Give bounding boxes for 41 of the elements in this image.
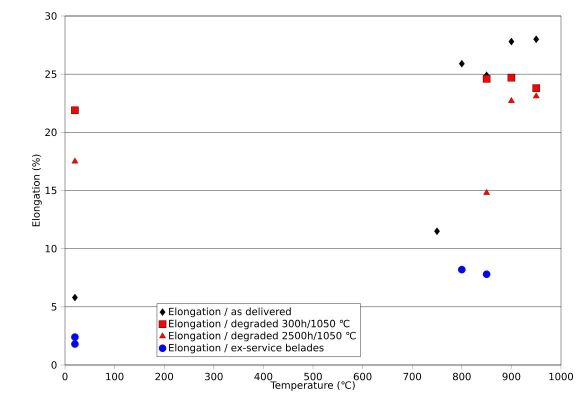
- x-tick-label: 700: [404, 372, 422, 380]
- legend-label: Elongation / as delivered: [169, 308, 291, 318]
- y-axis-title: Elongation (%): [32, 154, 42, 226]
- point: [72, 294, 78, 302]
- y-tick-label: 0: [52, 361, 57, 369]
- point: [71, 333, 79, 341]
- x-tick-label: 900: [502, 372, 520, 380]
- point: [483, 189, 490, 195]
- point: [71, 340, 79, 348]
- x-tick-label: 500: [304, 372, 322, 380]
- point: [482, 75, 490, 83]
- point: [434, 227, 440, 235]
- legend-label: Elongation / degraded 300h/1050 ℃: [169, 320, 350, 330]
- point: [533, 35, 540, 44]
- x-tick-label: 1000: [549, 372, 574, 380]
- y-tick-label: 5: [52, 303, 56, 311]
- point: [458, 60, 465, 68]
- point: [458, 266, 466, 274]
- x-tick-label: 200: [155, 372, 174, 380]
- x-tick-label: 600: [354, 372, 372, 380]
- x-tick-label: 400: [254, 372, 272, 380]
- x-axis-title: Temperature (℃): [270, 381, 355, 391]
- y-tick-label: 20: [45, 128, 57, 136]
- x-tick-label: 100: [106, 372, 124, 380]
- x-tick-label: 300: [205, 372, 223, 380]
- point: [508, 74, 516, 82]
- x-tick-label: 0: [62, 372, 68, 380]
- legend-label: Elongation / ex-service belades: [169, 344, 324, 354]
- y-tick-label: 30: [45, 12, 57, 20]
- x-tick-label: 800: [452, 372, 471, 380]
- point: [532, 92, 540, 98]
- y-tick-label: 15: [46, 186, 56, 194]
- point: [508, 97, 515, 103]
- point: [72, 158, 78, 164]
- point: [532, 84, 540, 92]
- point: [482, 270, 490, 278]
- point: [71, 106, 79, 114]
- y-tick-label: 25: [45, 70, 56, 78]
- y-tick-label: 10: [46, 244, 57, 252]
- point: [508, 38, 514, 46]
- legend-label: Elongation / degraded 2500h/1050 ℃: [169, 332, 356, 342]
